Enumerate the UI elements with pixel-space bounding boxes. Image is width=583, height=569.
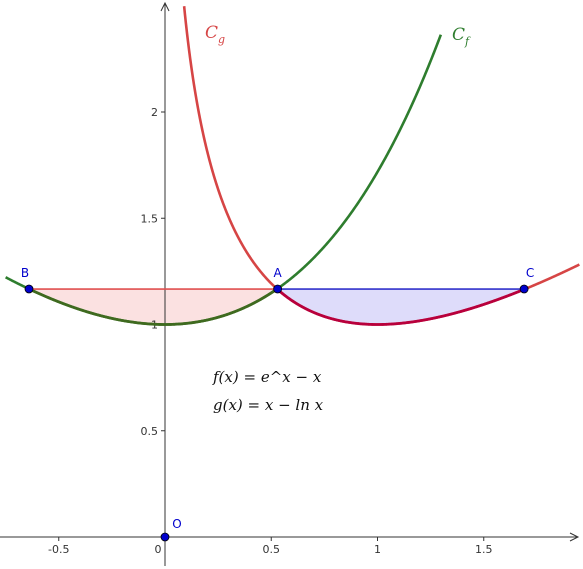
curve-f (5, 34, 443, 326)
y-tick-label: 0.5 (141, 425, 159, 438)
curve-label-sub-C_g: g (218, 33, 225, 46)
x-tick-label: 1 (374, 543, 381, 556)
shaded-region-AC (277, 289, 525, 325)
point-O[interactable] (160, 532, 170, 542)
x-tick-label: -0.5 (48, 543, 69, 556)
point-label-C: C (526, 266, 534, 280)
formula-f: f(x) = e^x − x (212, 368, 322, 386)
y-tick-label: 2 (151, 106, 158, 119)
curve-label-C_f: C (452, 25, 465, 45)
x-axis-arrow (569, 532, 580, 542)
curve-g-segment-AC (276, 288, 525, 326)
y-tick-label: 1.5 (141, 212, 159, 225)
x-tick-label: 0 (155, 543, 162, 556)
x-tick-label: 1.5 (475, 543, 493, 556)
curve-f-segment-BA (28, 287, 278, 326)
x-tick-label: 0.5 (263, 543, 281, 556)
curve-label-sub-C_f: f (464, 35, 471, 48)
formula-g: g(x) = x − ln x (213, 396, 324, 414)
point-C[interactable] (519, 284, 529, 294)
point-A[interactable] (273, 284, 283, 294)
point-label-B: B (21, 266, 29, 280)
point-label-O: O (172, 517, 181, 531)
point-B[interactable] (24, 284, 34, 294)
point-label-A: A (274, 266, 283, 280)
shaded-region-BA (29, 288, 278, 325)
y-axis-arrow (160, 1, 170, 12)
curve-label-C_g: C (205, 23, 218, 43)
